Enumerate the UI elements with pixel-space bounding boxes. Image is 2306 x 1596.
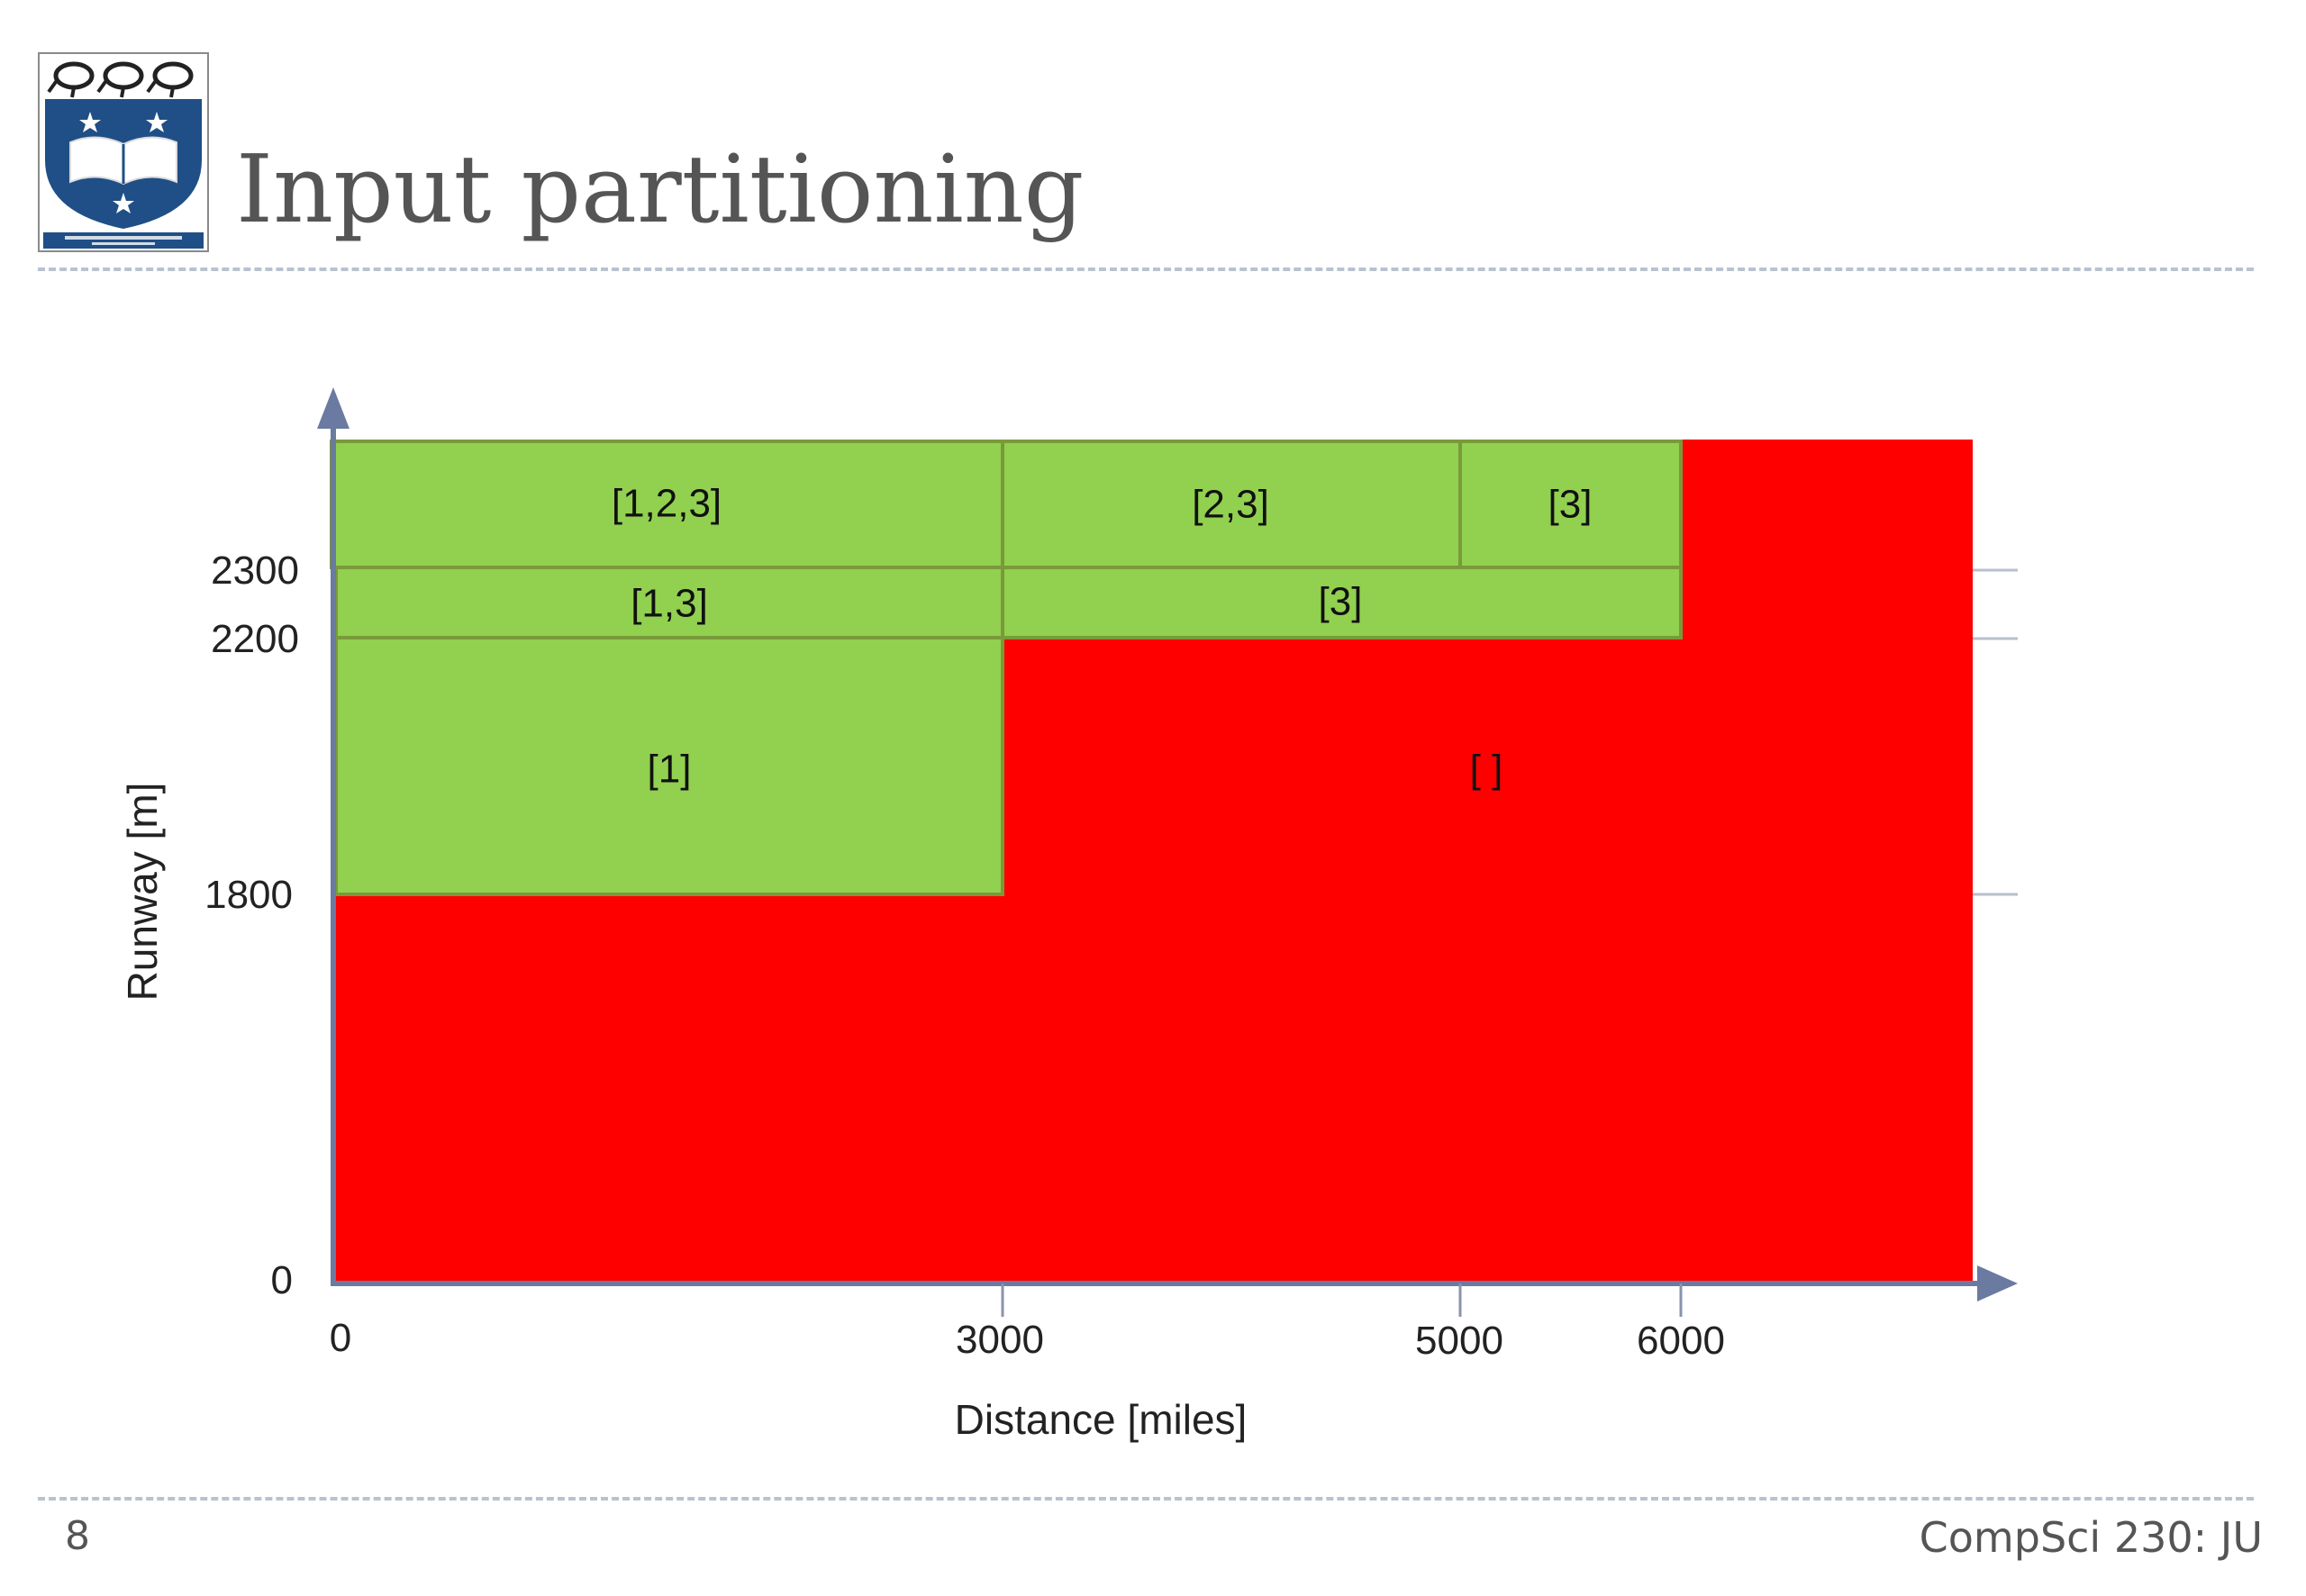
- x-tick-label-6000: 6000: [1637, 1319, 1725, 1363]
- y-tick-label-2200: 2200: [211, 617, 299, 661]
- y-tick-label-2300: 2300: [211, 549, 299, 593]
- region-label-1-2-3: [1,2,3]: [612, 482, 722, 526]
- region-label-1-3: [1,3]: [631, 582, 708, 626]
- y-axis-label: Runway [m]: [119, 783, 166, 1002]
- course-label: CompSci 230: JU: [1919, 1513, 2263, 1562]
- x-tick-label-5000: 5000: [1415, 1319, 1503, 1363]
- x-axis-label: Distance [miles]: [955, 1396, 1248, 1443]
- x-tick-label-0: 0: [330, 1316, 351, 1360]
- header-divider: [38, 268, 2254, 271]
- region-label-3-top: [3]: [1548, 483, 1593, 527]
- footer-divider: [38, 1497, 2254, 1501]
- y-tick-label-1800: 1800: [204, 873, 293, 917]
- region-3-middle: [1001, 566, 1683, 639]
- y-tick-label-0: 0: [271, 1258, 293, 1302]
- region-label-1: [1]: [648, 748, 692, 792]
- slide-title: Input partitioning: [236, 134, 1085, 244]
- region-1: [334, 636, 1004, 896]
- region-label-2-3: [2,3]: [1192, 483, 1269, 527]
- x-tick-label-3000: 3000: [956, 1318, 1044, 1362]
- x-axis-arrow: [1977, 1265, 2018, 1301]
- y-axis-arrow: [317, 387, 350, 429]
- region-label-3-middle: [3]: [1319, 580, 1363, 624]
- region-label-empty: [ ]: [1470, 748, 1503, 792]
- slide-number: 8: [65, 1513, 90, 1559]
- university-of-auckland-crest-icon: [38, 52, 209, 252]
